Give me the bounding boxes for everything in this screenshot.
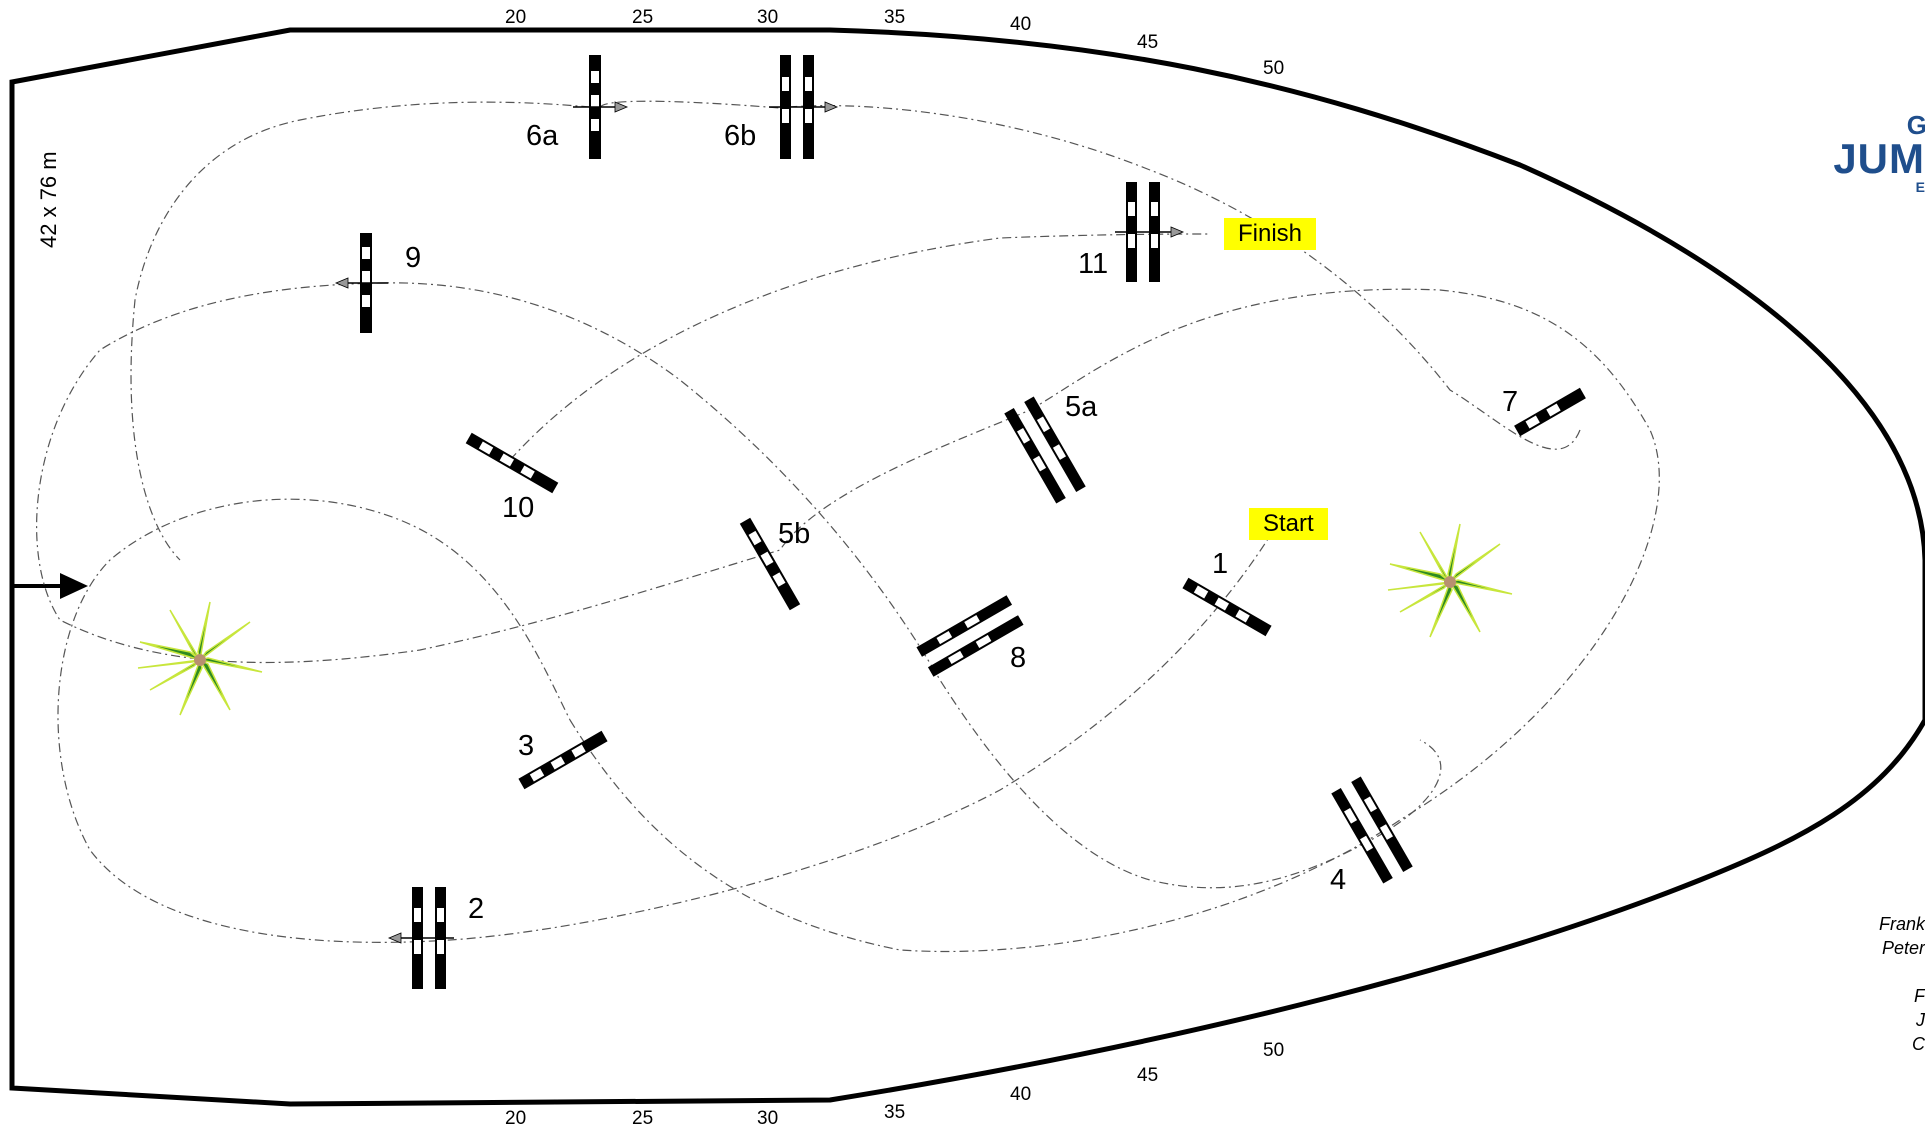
fence-8 bbox=[916, 595, 1024, 677]
ruler-top-20: 20 bbox=[505, 7, 527, 28]
fence-label-7: 7 bbox=[1502, 386, 1519, 418]
arena-dimensions: 42 x 76 m bbox=[36, 151, 61, 248]
plant-icon bbox=[1387, 523, 1513, 638]
fence-5a bbox=[1004, 396, 1086, 504]
fence-label-10: 10 bbox=[502, 492, 535, 524]
fence-9 bbox=[334, 233, 388, 333]
fence-label-1: 1 bbox=[1212, 548, 1229, 580]
ruler-bottom-35: 35 bbox=[884, 1102, 906, 1123]
fence-1 bbox=[1182, 577, 1272, 637]
ruler-bottom-40: 40 bbox=[1010, 1084, 1032, 1105]
fence-4 bbox=[1331, 776, 1413, 884]
fence-6b bbox=[769, 55, 839, 159]
finish-tag: Finish bbox=[1224, 218, 1317, 250]
fence-label-2: 2 bbox=[468, 893, 485, 925]
fence-7 bbox=[1514, 387, 1586, 437]
ruler-bottom-20: 20 bbox=[505, 1108, 527, 1129]
ruler-bottom-30: 30 bbox=[757, 1108, 779, 1129]
fence-2 bbox=[387, 887, 454, 989]
fence-3 bbox=[518, 730, 608, 790]
credit-line-2: Peter bbox=[1881, 938, 1925, 958]
start-tag: Start bbox=[1249, 508, 1328, 540]
logo-line-2: JUM bbox=[1833, 135, 1925, 182]
logo-line-3: E bbox=[1915, 179, 1925, 195]
credit-line-4: F bbox=[1914, 986, 1925, 1006]
credit-line-5: J bbox=[1916, 1010, 1925, 1030]
ruler-top-50: 50 bbox=[1263, 58, 1285, 79]
ruler-bottom-50: 50 bbox=[1263, 1040, 1285, 1061]
fence-label-5a: 5a bbox=[1065, 391, 1098, 423]
ruler-bottom-45: 45 bbox=[1137, 1065, 1159, 1086]
fence-5b bbox=[739, 517, 801, 611]
logo: G JUM E bbox=[1833, 112, 1925, 194]
fence-label-4: 4 bbox=[1330, 864, 1347, 896]
fence-label-6b: 6b bbox=[724, 120, 757, 152]
fence-label-5b: 5b bbox=[778, 518, 811, 550]
credits: Frank Peter F J C bbox=[1879, 912, 1925, 1056]
ruler-top-30: 30 bbox=[757, 7, 779, 28]
riding-track bbox=[36, 100, 1660, 953]
credit-line-6: C bbox=[1912, 1034, 1925, 1054]
ruler-bottom-25: 25 bbox=[632, 1108, 654, 1129]
ruler-top-40: 40 bbox=[1010, 14, 1032, 35]
plant-icon bbox=[137, 601, 263, 716]
fence-label-8: 8 bbox=[1010, 642, 1027, 674]
fence-label-6a: 6a bbox=[526, 120, 559, 152]
fence-label-11: 11 bbox=[1078, 248, 1109, 280]
fence-10 bbox=[465, 432, 559, 494]
ruler-top-25: 25 bbox=[632, 7, 654, 28]
logo-line-1: G bbox=[1906, 110, 1925, 140]
fence-label-3: 3 bbox=[518, 730, 535, 762]
ruler-top-45: 45 bbox=[1137, 32, 1159, 53]
entrance-arrow-icon bbox=[12, 573, 88, 599]
credit-line-1: Frank bbox=[1878, 914, 1925, 934]
fence-label-9: 9 bbox=[405, 242, 422, 274]
ruler-top-35: 35 bbox=[884, 7, 906, 28]
arena-boundary bbox=[9, 27, 1925, 1107]
fence-11 bbox=[1115, 182, 1185, 282]
credit-line-3 bbox=[1879, 960, 1925, 984]
fence-6a bbox=[573, 55, 629, 159]
